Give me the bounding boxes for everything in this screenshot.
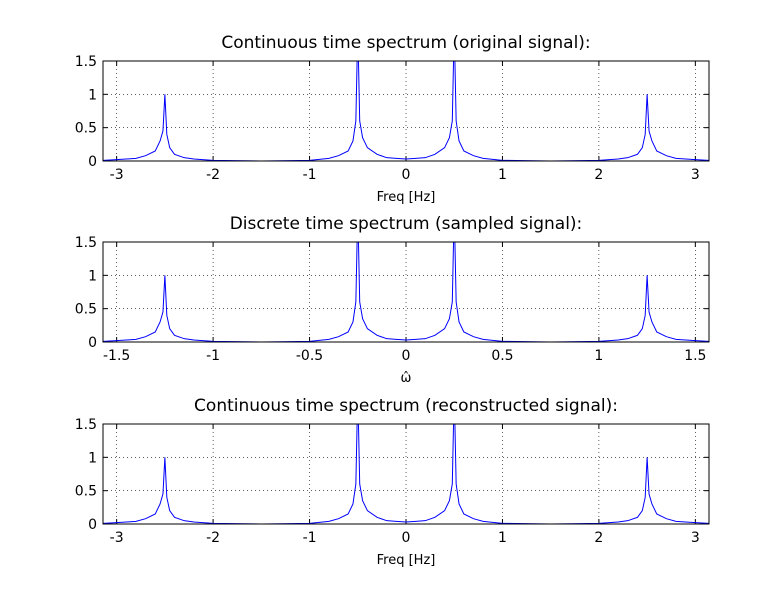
spectrum-line [103,61,709,161]
x-tick-label: -0.5 [296,348,323,364]
subplot-title: Discrete time spectrum (sampled signal): [230,214,583,234]
subplot: -1.5 -1 -0.5 0 0.5 1 1.5 0 0.5 1 1.5 Discrete time … [75,214,710,386]
x-tick-label: -1 [206,348,220,364]
x-tick-label: -1 [303,530,317,546]
y-tick-label: 1 [88,268,97,284]
x-tick-label: 0.5 [491,348,513,364]
subplot: -3 -2 -1 0 1 2 3 0 0.5 1 1.5 Continuous time spectr… [75,33,710,205]
x-tick-label: 1.5 [684,348,706,364]
x-tick-label: 3 [691,167,700,183]
x-tick-label: 2 [594,530,603,546]
x-tick-label: 2 [594,167,603,183]
x-axis-label: ω̂ [401,371,412,386]
subplot: -3 -2 -1 0 1 2 3 0 0.5 1 1.5 Continuous time spectr… [75,396,710,568]
axes-frame [102,60,710,162]
axes-frame [102,423,710,525]
x-tick-label: 3 [691,530,700,546]
x-tick-label: -2 [206,530,220,546]
x-tick-label: -2 [206,167,220,183]
y-tick-label: 1 [88,87,97,103]
x-tick-label: 1 [594,348,603,364]
x-tick-label: 0 [402,530,411,546]
subplot-title: Continuous time spectrum (reconstructed … [194,396,618,416]
y-tick-label: 0 [88,335,97,351]
spectrum-line [103,424,709,524]
x-tick-label: 1 [498,167,507,183]
y-tick-label: 0.5 [75,484,97,500]
y-tick-label: 0 [88,154,97,170]
x-tick-label: -3 [110,167,124,183]
subplot-title: Continuous time spectrum (original signa… [221,33,590,53]
axes-frame [102,241,710,343]
x-axis-label: Freq [Hz] [377,553,436,568]
y-tick-label: 1.5 [75,235,97,251]
y-tick-label: 0.5 [75,302,97,318]
spectrum-line [103,242,709,342]
y-tick-label: 1 [88,450,97,466]
x-tick-label: -3 [110,530,124,546]
y-tick-label: 0 [88,517,97,533]
x-tick-label: 1 [498,530,507,546]
y-tick-label: 1.5 [75,54,97,70]
x-tick-label: -1 [303,167,317,183]
x-tick-label: 0 [402,167,411,183]
y-tick-label: 0.5 [75,121,97,137]
x-tick-label: -1.5 [103,348,130,364]
x-tick-label: 0 [402,348,411,364]
y-tick-label: 1.5 [75,417,97,433]
x-axis-label: Freq [Hz] [377,190,436,205]
